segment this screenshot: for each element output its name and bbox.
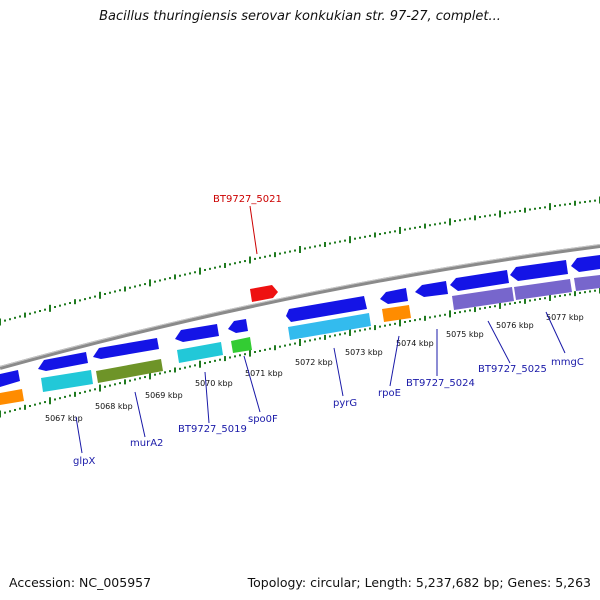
kbp-label: 5073 kbp bbox=[345, 348, 383, 357]
kbp-label: 5067 kbp bbox=[45, 414, 83, 423]
kbp-label: 5077 kbp bbox=[546, 313, 584, 322]
kbp-label: 5070 kbp bbox=[195, 379, 233, 388]
gene-feature[interactable] bbox=[93, 338, 159, 359]
gene-feature[interactable] bbox=[450, 270, 509, 291]
gene-feature[interactable] bbox=[380, 288, 408, 304]
gene-feature[interactable] bbox=[288, 313, 371, 340]
kbp-label: 5068 kbp bbox=[95, 402, 133, 411]
gene-label-bt9727-5021[interactable]: BT9727_5021 bbox=[213, 194, 282, 205]
highlight-leader bbox=[249, 205, 258, 255]
gene-feature[interactable] bbox=[175, 324, 219, 342]
gene-feature[interactable] bbox=[38, 352, 88, 371]
gene-feature[interactable] bbox=[452, 287, 514, 310]
gene-label-mmgc[interactable]: mmgC bbox=[551, 357, 584, 368]
scale-labels: 5067 kbp 5068 kbp 5069 kbp 5070 kbp 5071… bbox=[45, 313, 584, 423]
gene-label-bt9727-5019[interactable]: BT9727_5019 bbox=[178, 424, 247, 435]
gene-label-pyrg[interactable]: pyrG bbox=[333, 398, 357, 409]
gene-label-mura2[interactable]: murA2 bbox=[130, 438, 163, 449]
gene-feature[interactable] bbox=[41, 370, 93, 392]
kbp-label: 5075 kbp bbox=[446, 330, 484, 339]
kbp-label: 5071 kbp bbox=[245, 369, 283, 378]
gene-feature[interactable] bbox=[514, 279, 572, 300]
kbp-label: 5076 kbp bbox=[496, 321, 534, 330]
gene-feature[interactable] bbox=[231, 337, 252, 353]
gene-feature[interactable] bbox=[0, 370, 20, 387]
gene-feature[interactable] bbox=[286, 296, 367, 322]
gene-feature[interactable] bbox=[571, 255, 600, 272]
inner-tick-ring bbox=[0, 286, 600, 418]
gene-feature[interactable] bbox=[0, 389, 24, 405]
map-title: Bacillus thuringiensis serovar konkukian… bbox=[99, 9, 501, 24]
gene-feature[interactable] bbox=[574, 275, 600, 291]
outer-tick-ring bbox=[0, 196, 600, 326]
gene-labels: glpX murA2 BT9727_5019 spo0F pyrG rpoE B… bbox=[73, 357, 584, 467]
gene-feature[interactable] bbox=[382, 305, 411, 322]
label-leaders bbox=[75, 311, 566, 454]
gene-feature[interactable] bbox=[96, 359, 163, 383]
genome-summary-text: Topology: circular; Length: 5,237,682 bp… bbox=[247, 575, 591, 590]
accession-text: Accession: NC_005957 bbox=[9, 575, 152, 590]
gene-label-bt9727-5024[interactable]: BT9727_5024 bbox=[406, 378, 475, 389]
kbp-label: 5069 kbp bbox=[145, 391, 183, 400]
genome-backbone bbox=[0, 244, 600, 370]
gene-label-glpx[interactable]: glpX bbox=[73, 456, 95, 467]
kbp-label: 5072 kbp bbox=[295, 358, 333, 367]
gene-track bbox=[0, 255, 600, 405]
gene-label-spo0f[interactable]: spo0F bbox=[248, 414, 278, 425]
gene-label-bt9727-5025[interactable]: BT9727_5025 bbox=[478, 364, 547, 375]
gene-feature-highlighted[interactable] bbox=[250, 285, 278, 302]
gene-label-rpoe[interactable]: rpoE bbox=[378, 388, 401, 399]
gene-feature[interactable] bbox=[510, 260, 568, 281]
gene-feature[interactable] bbox=[177, 342, 223, 363]
gene-feature[interactable] bbox=[228, 319, 248, 333]
kbp-label: 5074 kbp bbox=[396, 339, 434, 348]
gene-feature[interactable] bbox=[415, 281, 448, 297]
